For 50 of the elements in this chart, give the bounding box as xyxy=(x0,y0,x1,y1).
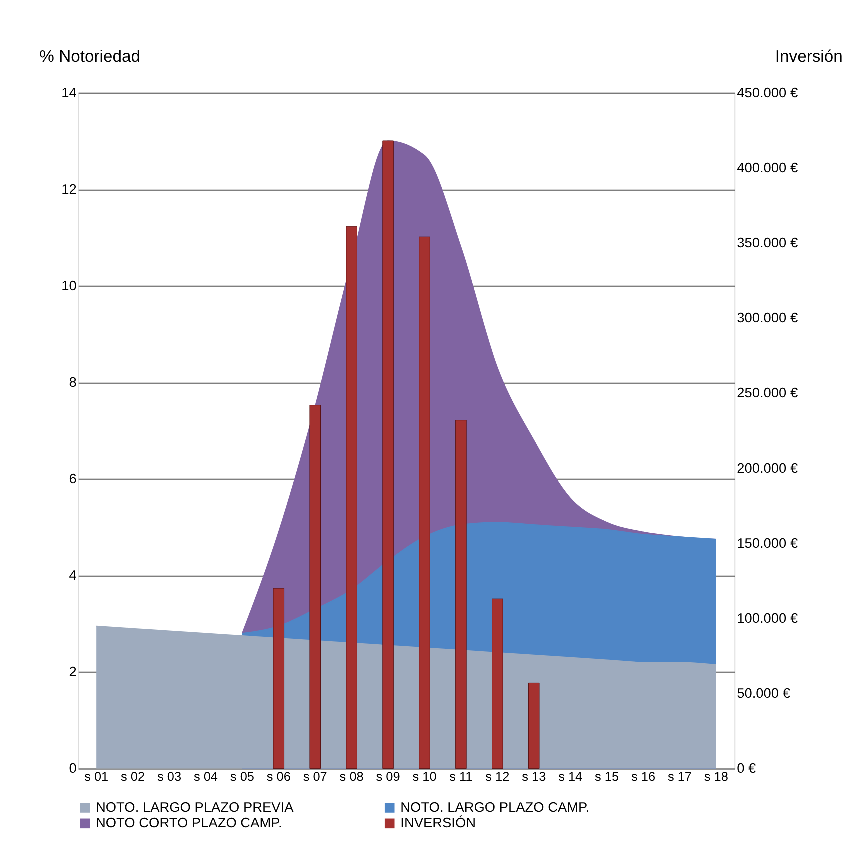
bar xyxy=(310,405,321,770)
y-tick-label: 10 xyxy=(62,278,78,294)
x-tick-label: s 11 xyxy=(450,769,473,784)
x-tick-label: s 02 xyxy=(121,769,146,784)
x-tick-label: s 08 xyxy=(340,769,364,784)
y-tick-label: 8 xyxy=(69,374,78,390)
y-tick-label: 6 xyxy=(69,472,78,487)
bar xyxy=(456,420,467,770)
x-tick-label: s 09 xyxy=(376,769,400,784)
legend-label: INVERSIÓN xyxy=(400,816,476,831)
x-tick-label: s 17 xyxy=(668,769,692,784)
x-tick-label: s 10 xyxy=(412,769,437,784)
x-tick-label: s 05 xyxy=(230,769,254,784)
bar xyxy=(382,140,394,770)
y2-tick-label: 300.000 € xyxy=(737,310,798,326)
bar xyxy=(419,236,430,770)
y2-axis-title: Inversión xyxy=(775,47,843,66)
x-tick-label: s 18 xyxy=(704,769,728,784)
y2-tick-label: 450.000 € xyxy=(737,85,798,100)
y2-tick-label: 150.000 € xyxy=(737,536,798,551)
x-tick-label: s 16 xyxy=(631,769,656,784)
bar xyxy=(273,588,285,770)
bar xyxy=(528,682,540,770)
y-tick-label: 4 xyxy=(69,568,78,584)
bar xyxy=(492,598,504,770)
x-tick-label: s 07 xyxy=(303,769,328,784)
y2-tick-label: 50.000 € xyxy=(737,686,791,702)
y2-tick-label: 100.000 € xyxy=(737,611,798,626)
y-tick-label: 2 xyxy=(69,664,77,680)
y2-tick-label: 0 € xyxy=(737,761,757,776)
x-tick-label: s 03 xyxy=(157,769,182,784)
legend-label: NOTO. LARGO PLAZO CAMP. xyxy=(400,800,590,815)
y-tick-label: 14 xyxy=(62,85,78,100)
legend-label: NOTO. LARGO PLAZO PREVIA xyxy=(96,800,295,815)
y2-tick-label: 400.000 € xyxy=(737,160,798,176)
x-tick-label: s 01 xyxy=(84,769,109,784)
x-tick-label: s 14 xyxy=(558,769,583,784)
x-tick-label: s 13 xyxy=(522,769,546,784)
legend-label: NOTO CORTO PLAZO CAMP. xyxy=(96,816,282,831)
x-tick-label: s 12 xyxy=(486,769,510,784)
y2-tick-label: 250.000 € xyxy=(737,386,798,401)
y2-tick-label: 350.000 € xyxy=(737,236,798,251)
y-tick-label: 12 xyxy=(62,182,77,197)
x-tick-label: s 06 xyxy=(266,769,291,784)
y2-tick-label: 200.000 € xyxy=(737,460,798,476)
x-tick-label: s 15 xyxy=(595,769,620,784)
x-tick-label: s 04 xyxy=(194,769,218,784)
y-tick-label: 0 xyxy=(69,761,78,776)
y-axis-title: % Notoriedad xyxy=(40,47,140,66)
bar xyxy=(346,226,358,770)
